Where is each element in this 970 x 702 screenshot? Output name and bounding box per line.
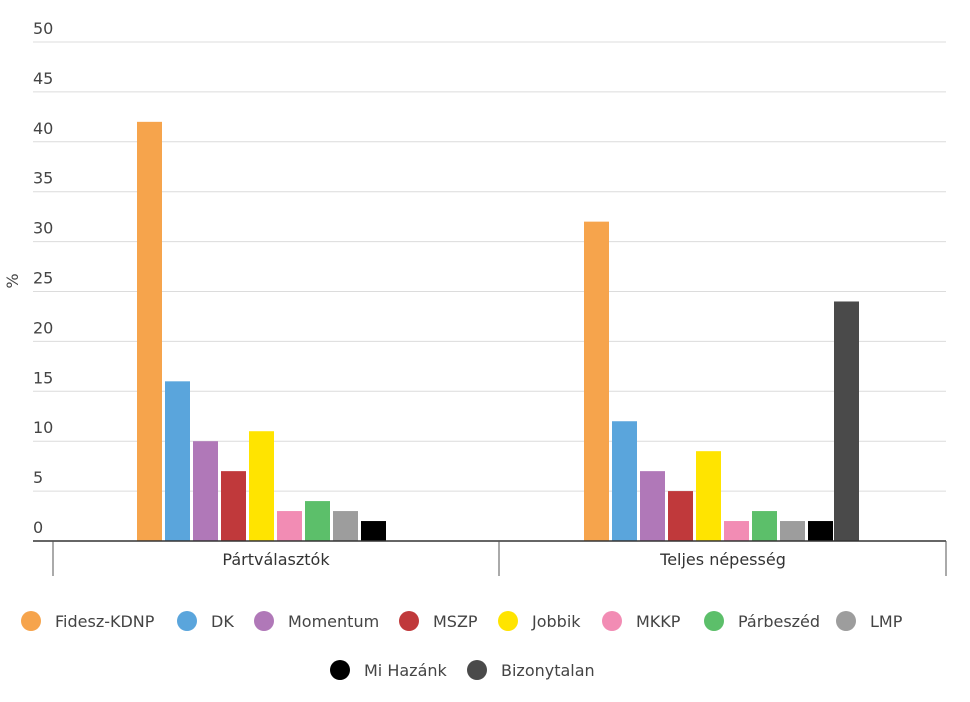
y-axis-label: % [3, 273, 22, 288]
bar-mi-haz-nk-1 [361, 521, 386, 541]
y-tick-label: 20 [33, 318, 53, 337]
legend-swatch [467, 660, 487, 680]
legend-label: Fidesz-KDNP [55, 612, 155, 631]
bar-mi-haz-nk-2 [808, 521, 833, 541]
legend-label: LMP [870, 612, 903, 631]
legend-label: MKKP [636, 612, 681, 631]
legend-swatch [330, 660, 350, 680]
y-tick-label: 45 [33, 69, 53, 88]
legend-label: Bizonytalan [501, 661, 595, 680]
bar-lmp-1 [333, 511, 358, 541]
bar-mszp-1 [221, 471, 246, 541]
bar-fidesz-kdnp-1 [137, 121, 162, 541]
legend-item-p-rbesz-d[interactable]: Párbeszéd [704, 611, 820, 631]
x-category-label: Pártválasztók [222, 550, 330, 569]
legend-label: Párbeszéd [738, 612, 820, 631]
y-tick-label: 40 [33, 119, 53, 138]
legend-swatch [602, 611, 622, 631]
legend-swatch [21, 611, 41, 631]
bar-bizonytalan-2 [834, 301, 859, 541]
y-tick-label: 30 [33, 219, 53, 238]
bar-mkkp-1 [277, 511, 302, 541]
y-tick-label: 35 [33, 169, 53, 188]
bar-lmp-2 [780, 521, 805, 541]
legend: Fidesz-KDNP DK Momentum MSZP Jobbik MKKP Párbe… [21, 611, 903, 680]
legend-swatch [254, 611, 274, 631]
bar-p-rbesz-d-2 [752, 511, 777, 541]
legend-item-mszp[interactable]: MSZP [399, 611, 478, 631]
y-tick-label: 5 [33, 468, 43, 487]
bar-fidesz-kdnp-2 [584, 221, 609, 541]
legend-label: Momentum [288, 612, 379, 631]
x-category-label: Teljes népesség [659, 550, 786, 569]
legend-swatch [836, 611, 856, 631]
y-tick-label: 50 [33, 19, 53, 38]
bar-mszp-2 [668, 491, 693, 541]
x-axis: Pártválasztók Teljes népesség [33, 540, 947, 576]
legend-item-fidesz-kdnp[interactable]: Fidesz-KDNP [21, 611, 155, 631]
y-tick-label: 25 [33, 269, 53, 288]
legend-item-mi-haz-nk[interactable]: Mi Hazánk [330, 660, 448, 680]
legend-label: Jobbik [531, 612, 581, 631]
y-axis-ticks: 0 5 10 15 20 25 30 35 40 45 50 [33, 19, 53, 537]
legend-item-momentum[interactable]: Momentum [254, 611, 379, 631]
bar-dk-1 [165, 381, 190, 541]
legend-item-bizonytalan[interactable]: Bizonytalan [467, 660, 595, 680]
legend-swatch [498, 611, 518, 631]
y-tick-label: 0 [33, 518, 43, 537]
legend-swatch [704, 611, 724, 631]
legend-swatch [399, 611, 419, 631]
bar-momentum-1 [193, 441, 218, 541]
legend-swatch [177, 611, 197, 631]
bar-jobbik-2 [696, 451, 721, 541]
bar-momentum-2 [640, 471, 665, 541]
y-tick-label: 10 [33, 418, 53, 437]
bars [137, 121, 859, 541]
legend-label: DK [211, 612, 234, 631]
bar-dk-2 [612, 421, 637, 541]
legend-item-mkkp[interactable]: MKKP [602, 611, 681, 631]
bar-mkkp-2 [724, 521, 749, 541]
legend-item-lmp[interactable]: LMP [836, 611, 903, 631]
y-tick-label: 15 [33, 368, 53, 387]
legend-label: MSZP [433, 612, 478, 631]
legend-item-jobbik[interactable]: Jobbik [498, 611, 581, 631]
bar-p-rbesz-d-1 [305, 501, 330, 541]
bar-jobbik-1 [249, 431, 274, 541]
legend-item-dk[interactable]: DK [177, 611, 234, 631]
legend-label: Mi Hazánk [364, 661, 448, 680]
